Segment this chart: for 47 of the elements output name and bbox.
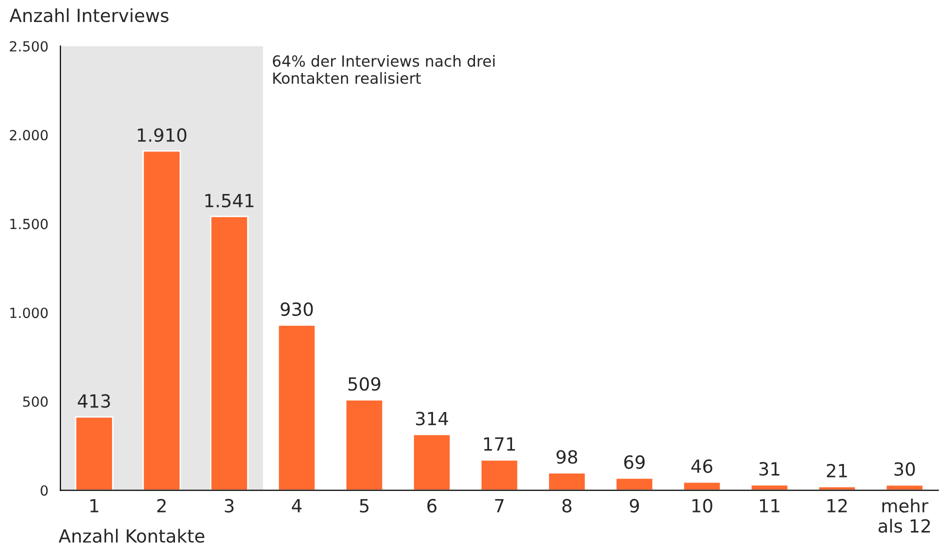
y-tick-label: 1.000 — [10, 308, 48, 318]
y-axis-title: Anzahl Interviews — [10, 8, 168, 22]
y-tick-label: 0 — [40, 485, 48, 496]
data-label: 314 — [416, 412, 448, 426]
bar — [210, 216, 249, 490]
bar — [480, 459, 519, 490]
data-label: 413 — [78, 394, 110, 408]
y-tick-label: 2.500 — [10, 41, 48, 52]
data-label: 509 — [348, 377, 380, 391]
y-tick-label: 2.000 — [10, 130, 48, 140]
band-label: 64% der Interviews nach drei Kontakten realisiert — [272, 55, 495, 84]
bar — [548, 472, 586, 490]
x-tick-label: 2 — [157, 498, 166, 512]
data-label: 1.910 — [138, 128, 186, 142]
data-label: 171 — [484, 437, 515, 451]
x-tick-label: 12 — [828, 498, 847, 512]
x-tick-label: mehr als 12 — [878, 498, 930, 533]
y-tick-label: 1.500 — [10, 218, 48, 230]
x-tick-label: 7 — [495, 499, 504, 512]
data-label: 46 — [691, 459, 712, 474]
x-tick-label: 10 — [692, 498, 712, 513]
x-tick-label: 11 — [760, 499, 780, 512]
bar — [278, 324, 316, 490]
y-tick-label: 500 — [23, 396, 48, 407]
data-label: 1.541 — [205, 194, 254, 208]
x-tick-label: 6 — [427, 498, 436, 513]
data-label: 69 — [624, 455, 645, 469]
bar — [885, 484, 924, 490]
bar — [412, 434, 452, 490]
x-axis-title: Anzahl Kontakte — [58, 528, 204, 543]
x-tick-label: 9 — [630, 498, 639, 513]
data-label: 30 — [894, 462, 915, 476]
x-tick-label: 1 — [90, 499, 98, 512]
data-label: 930 — [280, 302, 313, 316]
data-label: 98 — [556, 450, 578, 464]
x-tick-label: 4 — [292, 499, 302, 512]
bar — [74, 416, 114, 490]
data-label: 21 — [826, 464, 847, 478]
bar — [142, 150, 181, 490]
bar — [750, 484, 789, 490]
x-tick-label: 3 — [224, 498, 234, 513]
bar — [345, 399, 384, 490]
x-tick-label: 5 — [360, 499, 368, 513]
bar — [682, 481, 722, 490]
bar — [615, 477, 654, 490]
x-tick-label: 8 — [562, 498, 572, 513]
data-label: 31 — [759, 462, 780, 476]
